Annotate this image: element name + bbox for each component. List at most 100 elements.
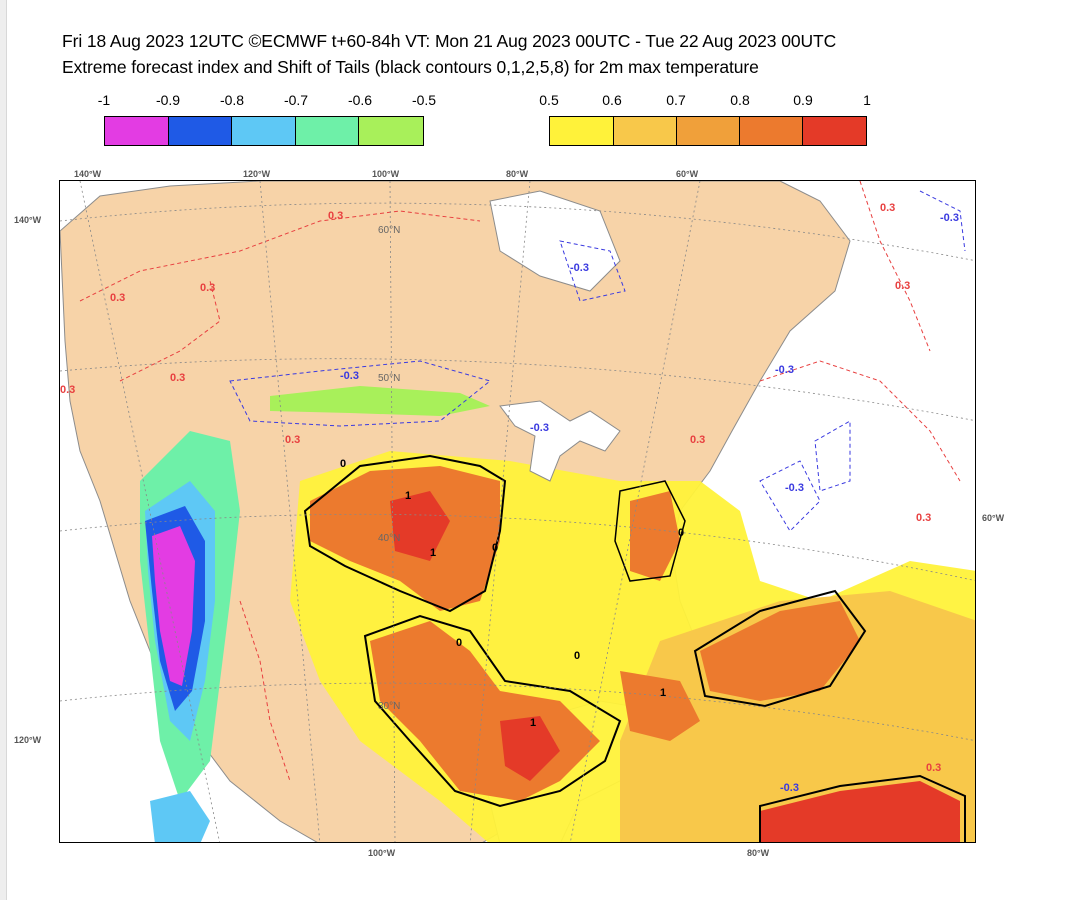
legend-swatch — [613, 117, 678, 145]
legend-cold-tick: -0.9 — [155, 92, 181, 108]
sot-contour-east — [693, 589, 867, 708]
sot-contour-label: 0 — [340, 458, 346, 470]
neg-contour-label: -0.3 — [780, 782, 799, 794]
lon-label-top: 100°W — [372, 169, 400, 179]
legend-swatch — [677, 117, 740, 145]
sot-contour-caribbean — [759, 774, 966, 842]
legend-warm-tick: 0.9 — [793, 92, 813, 108]
sot-contour-mideast — [614, 480, 686, 582]
pos-contour — [79, 210, 481, 302]
side-label-right: 60°W — [982, 513, 1005, 523]
efi-magenta-west — [152, 526, 195, 686]
ocean-pacific — [60, 341, 180, 842]
pos-contour-label: 0.3 — [60, 384, 75, 396]
legend-cold-tick: -0.5 — [411, 92, 437, 108]
efi-red-caribbean — [760, 781, 960, 842]
efi-map: 60°N 50°N 40°N 30°N 0.3 0.3 0.3 0.3 0.3 … — [59, 180, 976, 843]
sot-contour-label: 1 — [660, 687, 666, 699]
efi-red-plains — [390, 491, 450, 561]
lat-label: 60°N — [378, 225, 400, 236]
lat-label: 30°N — [378, 701, 400, 712]
lon-label-top: 80°W — [506, 169, 529, 179]
left-border — [0, 0, 7, 900]
neg-contour — [759, 460, 821, 532]
lat-label: 50°N — [378, 373, 400, 384]
neg-contour-label: -0.3 — [775, 364, 794, 376]
sot-contour-label: 1 — [405, 490, 411, 502]
neg-contour — [229, 360, 492, 427]
lon-label-bottom: 100°W — [368, 848, 396, 858]
legend-cold: -1 -0.9 -0.8 -0.7 -0.6 -0.5 — [98, 92, 436, 148]
legend-swatch — [168, 117, 233, 145]
legend-warm-tick: 0.5 — [539, 92, 559, 108]
lon-label-bottom: 80°W — [747, 848, 770, 858]
sot-contour-label: 0 — [574, 650, 580, 662]
pos-contour-label: 0.3 — [285, 434, 300, 446]
pos-contour — [119, 280, 221, 382]
efi-orange-midatlantic — [630, 491, 680, 581]
pos-contour-label: 0.3 — [880, 202, 895, 214]
legend-swatch — [803, 117, 866, 145]
legend-warm: 0.5 0.6 0.7 0.8 0.9 1 — [539, 92, 871, 148]
neg-contour — [559, 240, 626, 302]
sot-contour-label: 0 — [456, 637, 462, 649]
side-label-left: 140°W — [14, 215, 42, 225]
side-label-left: 120°W — [14, 735, 42, 745]
legend-swatch — [359, 117, 423, 145]
lat-label: 40°N — [378, 533, 400, 544]
neg-contour — [814, 420, 851, 492]
pos-contour-label: 0.3 — [926, 762, 941, 774]
title-line-1: Fri 18 Aug 2023 12UTC ©ECMWF t+60-84h VT… — [62, 31, 837, 51]
title-line-2: Extreme forecast index and Shift of Tail… — [62, 57, 759, 77]
pos-contour-label: 0.3 — [170, 372, 185, 384]
neg-contour-label: -0.3 — [340, 370, 359, 382]
neg-contour-label: -0.3 — [570, 262, 589, 274]
sot-contour-label: 0 — [492, 542, 498, 554]
legend-warm-bar — [549, 116, 867, 146]
sot-contour-label: 1 — [530, 717, 536, 729]
pos-contour — [759, 360, 961, 482]
efi-cyan-baja — [150, 791, 210, 842]
pos-contour-label: 0.3 — [690, 434, 705, 446]
ocean-atlantic — [750, 181, 975, 680]
legend-warm-tick: 0.6 — [602, 92, 622, 108]
legend-cold-tick: -0.7 — [283, 92, 309, 108]
legend-cold-tick: -0.8 — [219, 92, 245, 108]
neg-contour-label: -0.3 — [785, 482, 804, 494]
lon-label-top: 120°W — [243, 169, 271, 179]
efi-orange-east — [700, 601, 860, 701]
legend-warm-tick: 0.8 — [730, 92, 750, 108]
graticule — [60, 181, 975, 842]
efi-red-texas — [500, 716, 560, 781]
pos-contour — [859, 181, 931, 352]
hudson-bay — [489, 190, 621, 292]
pos-contour-label: 0.3 — [200, 282, 215, 294]
pos-contour-label: 0.3 — [110, 292, 125, 304]
sot-contour-label: 1 — [430, 547, 436, 559]
efi-orange-gulf — [620, 671, 700, 741]
sot-contour-label: 0 — [678, 527, 684, 539]
legend-cold-bar — [104, 116, 424, 146]
sot-contour-plains — [303, 454, 507, 613]
pos-contour-label: 0.3 — [895, 280, 910, 292]
legend-swatch — [105, 117, 169, 145]
legend-warm-tick: 0.7 — [666, 92, 686, 108]
legend-warm-tick: 1 — [863, 92, 871, 108]
pos-contour — [239, 600, 291, 782]
pos-contour-label: 0.3 — [328, 210, 343, 222]
sot-contour-south — [363, 614, 622, 808]
legend-cold-tick: -1 — [97, 92, 111, 108]
pos-contour-label: 0.3 — [916, 512, 931, 524]
neg-contour — [919, 190, 966, 252]
map-canvas: 60°N 50°N 40°N 30°N 0.3 0.3 0.3 0.3 0.3 … — [60, 181, 975, 842]
legend-swatch — [739, 117, 804, 145]
great-lakes — [499, 400, 621, 482]
neg-contour-label: -0.3 — [530, 422, 549, 434]
lon-label-top: 140°W — [74, 169, 102, 179]
legend-cold-tick: -0.6 — [347, 92, 373, 108]
efi-green-band — [270, 386, 490, 416]
neg-contour-label: -0.3 — [940, 212, 959, 224]
legend-swatch — [232, 117, 296, 145]
lon-label-top: 60°W — [676, 169, 699, 179]
legend-swatch — [550, 117, 614, 145]
